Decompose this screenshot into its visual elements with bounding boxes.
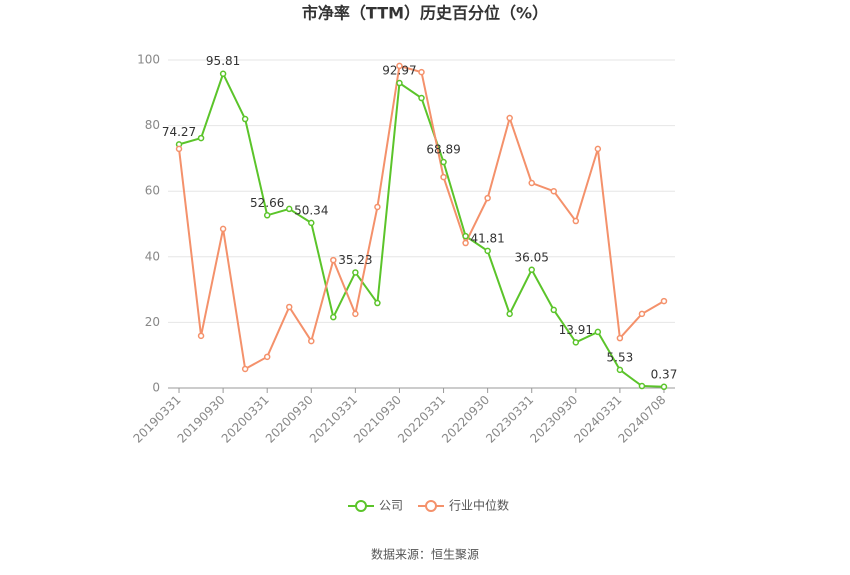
- point: [308, 337, 315, 345]
- legend-label: 行业中位数: [449, 498, 509, 513]
- point: [660, 383, 668, 391]
- x-tick-label: 20240708: [615, 393, 668, 446]
- point: [440, 158, 447, 166]
- point: [352, 310, 359, 318]
- point: [506, 310, 513, 318]
- point: [285, 303, 293, 311]
- point: [197, 134, 205, 142]
- chart-title: 市净率（TTM）历史百分位（%）: [302, 4, 548, 23]
- legend-label: 公司: [379, 499, 403, 513]
- point: [638, 310, 646, 318]
- value-label: 41.81: [470, 231, 504, 245]
- point: [528, 179, 535, 187]
- point: [440, 173, 447, 181]
- point: [241, 365, 249, 373]
- point: [219, 225, 227, 233]
- value-label: 35.23: [338, 253, 372, 267]
- point: [550, 306, 558, 314]
- point: [462, 232, 469, 240]
- y-tick-label: 80: [145, 118, 160, 132]
- point: [374, 203, 381, 211]
- point: [396, 62, 403, 70]
- value-label: 74.27: [162, 125, 196, 139]
- point: [594, 145, 602, 153]
- point: [616, 334, 624, 342]
- y-tick-label: 100: [137, 53, 160, 67]
- point: [219, 70, 227, 77]
- point: [484, 194, 491, 202]
- point: [418, 94, 425, 102]
- point: [484, 247, 491, 255]
- y-tick-label: 40: [145, 249, 160, 263]
- point: [330, 256, 337, 264]
- legend-marker: [425, 500, 437, 512]
- value-label: 52.66: [250, 196, 284, 210]
- point: [594, 328, 602, 336]
- point: [462, 239, 469, 247]
- point: [638, 382, 646, 390]
- point: [263, 353, 271, 361]
- source-note: 数据来源：恒生聚源: [371, 547, 479, 562]
- value-label: 5.53: [607, 350, 634, 364]
- point: [572, 217, 580, 225]
- point: [572, 339, 580, 346]
- point: [241, 115, 249, 123]
- point: [285, 205, 293, 213]
- point: [330, 313, 337, 321]
- series-line: [178, 71, 665, 388]
- point: [352, 269, 359, 276]
- legend-marker: [355, 500, 367, 512]
- value-label: 0.37: [651, 367, 678, 381]
- value-label: 92.97: [382, 64, 416, 78]
- point: [550, 187, 558, 195]
- y-tick-label: 0: [152, 381, 160, 395]
- value-label: 95.81: [206, 54, 240, 68]
- point: [660, 297, 668, 305]
- point: [263, 212, 271, 219]
- value-label: 13.91: [559, 323, 593, 337]
- y-tick-label: 60: [145, 184, 160, 198]
- value-label: 68.89: [426, 143, 460, 157]
- value-label: 36.05: [515, 250, 549, 264]
- point: [616, 366, 624, 374]
- point: [197, 332, 205, 340]
- point: [396, 79, 403, 87]
- point: [506, 114, 513, 122]
- point: [528, 266, 535, 274]
- y-tick-label: 20: [145, 315, 160, 329]
- point: [175, 145, 183, 153]
- point: [308, 219, 315, 227]
- point: [418, 68, 425, 76]
- point: [374, 299, 381, 307]
- value-label: 50.34: [294, 203, 328, 217]
